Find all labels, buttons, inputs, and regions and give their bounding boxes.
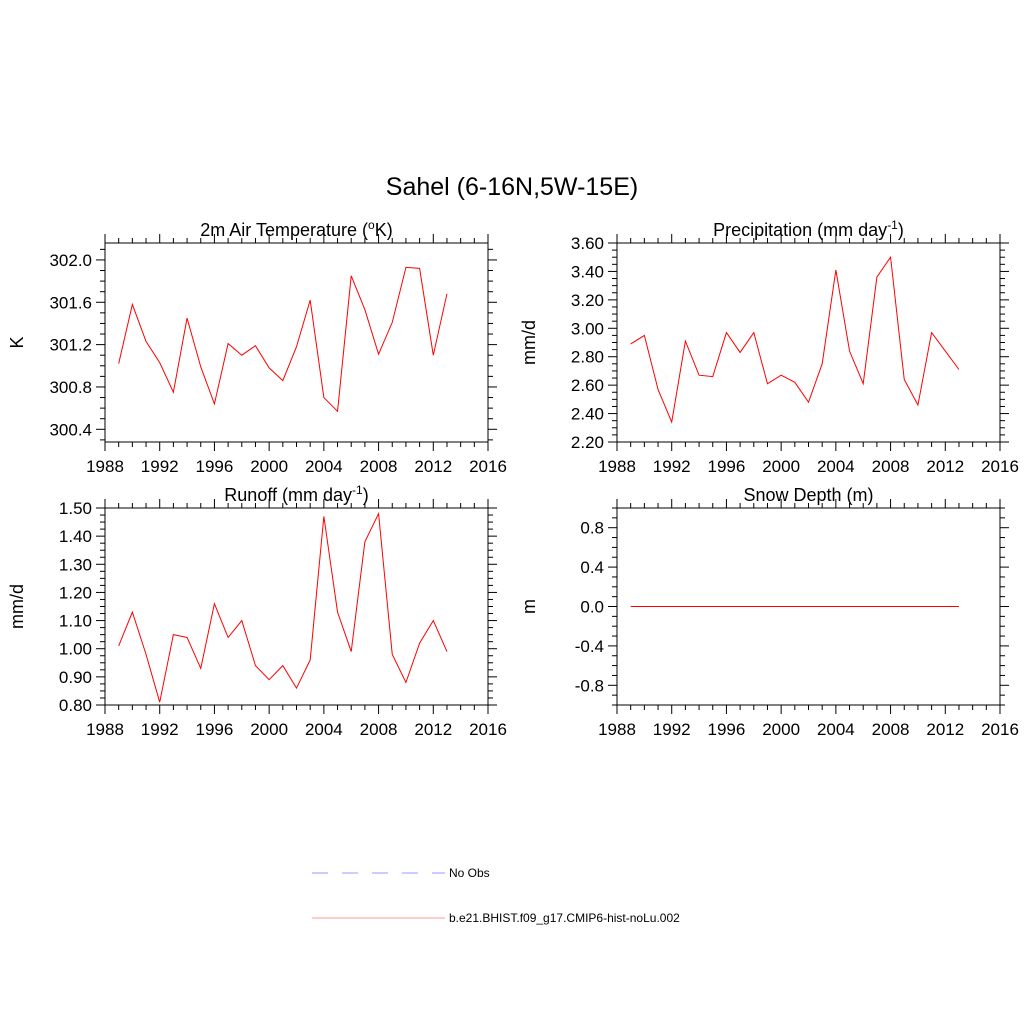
x-tick-label: 1988 (598, 457, 636, 476)
y-tick-label: 302.0 (49, 251, 92, 270)
y-tick-label: 300.8 (49, 378, 92, 397)
x-tick-label: 1988 (86, 457, 124, 476)
series-line (118, 511, 448, 703)
y-tick-label: -0.8 (575, 676, 604, 695)
x-tick-label: 2008 (360, 720, 398, 739)
y-tick-label: 0.0 (580, 598, 604, 617)
x-tick-label: 2012 (926, 720, 964, 739)
panel-title: 2m Air Temperature (oK) (200, 218, 392, 240)
panel-title-text: 2m Air Temperature ( (200, 220, 368, 240)
x-tick-label: 2004 (305, 457, 343, 476)
x-tick-label: 1992 (653, 457, 691, 476)
x-tick-label: 2004 (305, 720, 343, 739)
x-tick-label: 2000 (250, 720, 288, 739)
panels: 2m Air Temperature (oK)1988 1992 1996 2000 2… (7, 218, 1019, 739)
x-tick-label: 2016 (469, 457, 507, 476)
y-tick-label: 0.90 (59, 668, 92, 687)
x-tick-label: 2016 (469, 720, 507, 739)
x-tick-label: 2012 (414, 457, 452, 476)
y-tick-label: 1.50 (59, 499, 92, 518)
plot-frame (104, 507, 489, 706)
panel-title-text: Snow Depth (m) (743, 485, 873, 505)
y-tick-label: -0.4 (575, 637, 604, 656)
panel-title-text: Precipitation (mm day (713, 220, 887, 240)
y-axis-label: mm/d (519, 320, 539, 365)
y-axis-label: m (519, 599, 539, 614)
x-tick-label: 2008 (872, 720, 910, 739)
x-tick-label: 2008 (360, 457, 398, 476)
x-tick-label: 2012 (414, 720, 452, 739)
panel-4: Snow Depth (m) 1988 1992 1996 2000 2004 2008 20… (519, 485, 1019, 739)
panel-title-suffix: ) (898, 220, 904, 240)
panel-title-superscript: -1 (887, 218, 898, 232)
x-tick-label: 1992 (141, 720, 179, 739)
x-tick-label: 2016 (981, 720, 1019, 739)
x-tick-label: 2000 (762, 720, 800, 739)
figure-title: Sahel (6-16N,5W-15E) (386, 173, 638, 201)
panel-title-suffix: ) (363, 485, 369, 505)
series-line (118, 266, 448, 413)
legend-label: b.e21.BHIST.f09_g17.CMIP6-hist-noLu.002 (449, 911, 680, 925)
y-tick-label: 2.20 (571, 433, 604, 452)
x-tick-label: 1988 (86, 720, 124, 739)
panel-title-suffix: K) (375, 220, 393, 240)
y-tick-label: 2.40 (571, 405, 604, 424)
y-tick-label: 3.40 (571, 262, 604, 281)
plot-frame (616, 242, 1001, 443)
legend: No Obs b.e21.BHIST.f09_g17.CMIP6-hist-noL… (312, 866, 680, 925)
x-tick-label: 2012 (926, 457, 964, 476)
panel-2: Precipitation (mm day-1) 1988 1992 1996 2000… (519, 218, 1019, 476)
x-tick-label: 1996 (196, 457, 234, 476)
y-tick-label: 3.00 (571, 319, 604, 338)
y-tick-label: 0.4 (580, 558, 604, 577)
panel-title: Precipitation (mm day-1) (713, 218, 904, 240)
plot-frame (104, 242, 489, 443)
x-tick-label: 2000 (250, 457, 288, 476)
x-tick-label: 1992 (653, 720, 691, 739)
y-tick-label: 3.60 (571, 234, 604, 253)
series-line (630, 255, 960, 424)
y-tick-label: 2.60 (571, 376, 604, 395)
y-tick-label: 1.00 (59, 640, 92, 659)
panel-title: Snow Depth (m) (743, 485, 873, 505)
y-tick-label: 1.30 (59, 555, 92, 574)
panel-1: 2m Air Temperature (oK) 1988 1992 1996 2000 2… (7, 218, 507, 476)
x-tick-label: 2004 (817, 457, 855, 476)
panel-title: Runoff (mm day-1) (224, 483, 368, 505)
y-tick-label: 301.2 (49, 336, 92, 355)
y-tick-label: 300.4 (49, 420, 92, 439)
x-tick-label: 1996 (196, 720, 234, 739)
y-tick-label: 2.80 (571, 348, 604, 367)
y-tick-label: 3.20 (571, 291, 604, 310)
panel-title-text: Runoff (mm day (224, 485, 352, 505)
y-tick-label: 0.8 (580, 519, 604, 538)
panel-title-superscript: o (368, 218, 375, 232)
y-tick-label: 301.6 (49, 293, 92, 312)
panel-title-superscript: -1 (352, 483, 363, 497)
x-tick-label: 2004 (817, 720, 855, 739)
legend-label: No Obs (449, 866, 490, 880)
x-tick-label: 2000 (762, 457, 800, 476)
x-tick-label: 2008 (872, 457, 910, 476)
x-tick-label: 1988 (598, 720, 636, 739)
panel-3: Runoff (mm day-1) 1988 1992 1996 2000 2004 200… (7, 483, 507, 739)
x-tick-label: 1996 (708, 457, 746, 476)
y-axis-label: K (7, 336, 27, 348)
y-axis-label: mm/d (7, 584, 27, 629)
x-tick-label: 1992 (141, 457, 179, 476)
x-tick-label: 1996 (708, 720, 746, 739)
x-tick-label: 2016 (981, 457, 1019, 476)
y-tick-label: 0.80 (59, 696, 92, 715)
y-tick-label: 1.10 (59, 612, 92, 631)
y-tick-label: 1.40 (59, 527, 92, 546)
y-tick-label: 1.20 (59, 583, 92, 602)
